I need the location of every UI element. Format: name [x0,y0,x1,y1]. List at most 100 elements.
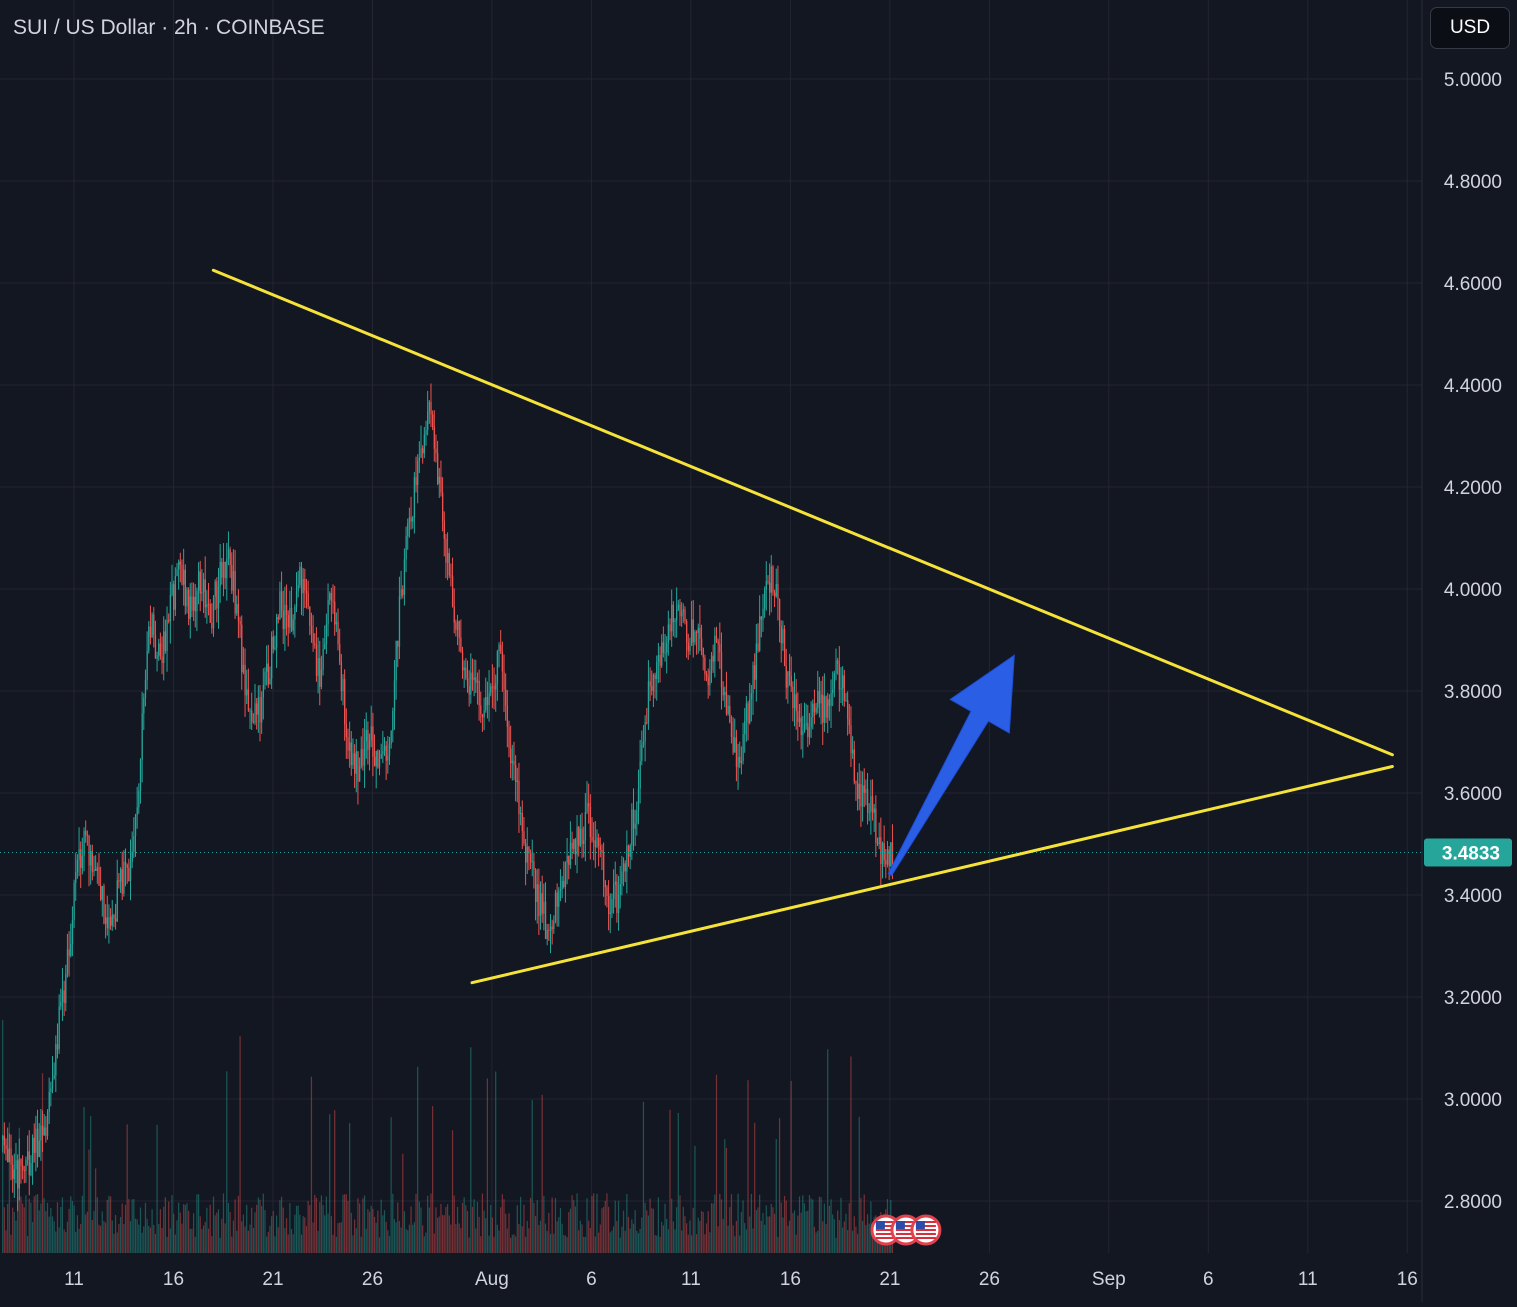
candle-body [85,830,87,836]
candle-body [433,427,435,449]
volume-bar [320,1195,323,1253]
candle-body [662,642,665,653]
volume-bar [823,1203,825,1253]
volume-bar [652,1208,655,1253]
candle-body [319,657,321,687]
volume-bar [226,1071,228,1253]
candle-body [425,430,427,435]
up-arrow-icon[interactable] [887,654,1015,877]
volume-bar [204,1221,206,1253]
candle-body [76,859,79,872]
candle-body [430,401,432,415]
candle-body [647,681,650,723]
candle-body [699,627,701,639]
volume-bar [832,1214,834,1253]
volume-bar [398,1220,401,1253]
trendline[interactable] [470,764,1394,985]
candle-body [453,606,455,623]
annotation-arrow[interactable] [887,654,1015,877]
volume-bar [732,1225,734,1253]
flag-stripe [875,1225,896,1227]
volume-bar [275,1215,278,1253]
volume-bar [327,1213,329,1253]
currency-button[interactable]: USD [1430,7,1510,49]
us-flag-icon[interactable] [910,1214,942,1246]
candle-body [100,885,102,900]
candle-body [568,855,570,865]
flag-stripe [915,1233,936,1235]
candle-body [546,929,548,940]
volume-bar [793,1210,796,1253]
candle-body [242,664,245,673]
candle-body [684,609,686,621]
volume-bar [546,1230,548,1253]
candle-body [513,760,515,765]
volume-bar [372,1208,374,1253]
candle-body [646,722,648,724]
candle-body [657,655,660,662]
candle-body [524,843,527,863]
time-tick-label: 16 [163,1269,184,1290]
candle-body [485,697,487,711]
candle-body [375,750,377,767]
flag-stripe [875,1233,896,1235]
candle-body [231,565,233,591]
candle-body [103,885,105,924]
candle-body [598,837,600,847]
candle-body [108,916,110,929]
volume-bar [603,1206,605,1253]
volume-bar [382,1215,384,1253]
volume-bar [271,1216,273,1253]
volume-bar [214,1215,216,1253]
volume-bar [440,1203,442,1253]
volume-bar [659,1236,661,1253]
event-markers[interactable] [870,1214,942,1246]
volume-bar [455,1224,457,1253]
volume-bar [720,1199,723,1253]
volume-bar [543,1195,545,1253]
volume-bar [813,1226,816,1253]
price-axis[interactable]: 5.0000 4.8000 4.6000 4.4000 4.2000 4.0000 3.80… [1444,70,1502,1213]
candlesticks[interactable] [2,383,894,1212]
trendlines[interactable] [211,268,1394,985]
candle-body [739,756,741,763]
volume-bar [357,1198,359,1253]
volume-bar [656,1235,658,1253]
candle-body [875,808,877,843]
candle-body [423,434,426,454]
candle-body [267,663,269,685]
symbol-title[interactable]: SUI / US Dollar · 2h · COINBASE [13,16,325,39]
time-axis[interactable]: 11 16 21 26 Aug 6 11 16 21 26 Sep 6 11 16 [64,1269,1418,1290]
candle-body [817,691,819,708]
volume-bar [438,1216,440,1253]
candle-body [400,589,402,597]
volume-bar [830,1199,832,1253]
trendline[interactable] [211,268,1394,757]
candle-body [785,665,787,688]
volume-bar [694,1145,696,1253]
volume-bar [342,1194,344,1253]
volume-bar [818,1196,821,1253]
volume-bar [822,1221,824,1253]
candle-body [579,828,582,846]
candle-body [224,561,226,579]
candle-body [863,785,865,793]
flag-stripe [895,1229,916,1231]
volume-bar [383,1210,386,1253]
candle-body [90,850,92,866]
candle-body [634,823,636,829]
candle-body [651,686,653,691]
candle-body [360,749,362,767]
volume-bar [403,1211,406,1253]
candle-body [460,637,462,652]
candle-body [486,697,489,705]
volume-bar [837,1210,839,1253]
candle-body [468,686,470,695]
candle-body [569,842,572,865]
volume-bar [780,1202,782,1253]
candle-body [881,843,884,864]
candle-body [885,859,887,865]
candle-body [559,889,562,891]
